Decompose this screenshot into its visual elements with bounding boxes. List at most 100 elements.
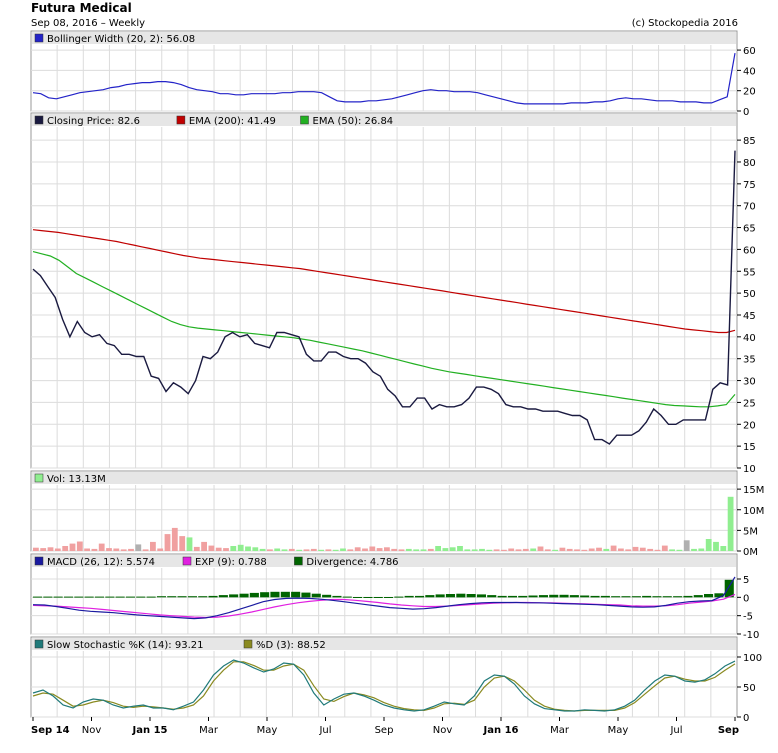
volume-bar xyxy=(179,536,186,551)
volume-bar xyxy=(245,546,251,551)
divergence-bar xyxy=(394,596,404,598)
divergence-bar xyxy=(425,595,435,598)
volume-bar xyxy=(705,539,712,551)
divergence-bar xyxy=(693,595,703,598)
volume-bar xyxy=(106,548,112,551)
volume-bar xyxy=(84,548,90,551)
y-tick-label: 85 xyxy=(743,136,756,147)
legend-swatch xyxy=(300,115,309,125)
y-tick-label: -10 xyxy=(743,630,759,641)
divergence-bar xyxy=(559,594,569,598)
volume-bar xyxy=(113,548,120,551)
volume-bar xyxy=(544,549,551,551)
y-tick-label: 40 xyxy=(743,66,756,77)
volume-bar xyxy=(698,548,705,551)
chart-subtitle: Sep 08, 2016 – Weekly xyxy=(31,18,145,29)
volume-bar xyxy=(493,549,500,551)
x-tick-label: Jul xyxy=(318,725,331,736)
volume-bar xyxy=(369,546,376,551)
x-tick-label: Nov xyxy=(433,725,453,736)
volume-bar xyxy=(325,549,332,551)
legend-swatch xyxy=(294,556,303,566)
volume-bar xyxy=(376,548,383,551)
x-tick-label: Mar xyxy=(199,725,219,736)
divergence-bar xyxy=(590,595,600,598)
volume-bar xyxy=(530,548,537,551)
volume-bar xyxy=(259,548,266,551)
divergence-bar xyxy=(642,595,652,598)
divergence-bar xyxy=(538,595,548,598)
x-tick-label: Jan 15 xyxy=(132,725,168,736)
ema50-line xyxy=(32,251,736,408)
divergence-bar xyxy=(611,596,621,598)
volume-bar xyxy=(581,549,588,551)
volume-bar xyxy=(588,548,595,551)
x-tick-label: Mar xyxy=(550,725,570,736)
volume-bar xyxy=(193,546,200,551)
legend-text: Vol: 13.13M xyxy=(47,474,106,485)
y-tick-label: 40 xyxy=(743,333,756,344)
divergence-bar xyxy=(115,596,125,598)
x-tick-label: Jan 16 xyxy=(483,725,519,736)
divergence-bar xyxy=(136,596,146,598)
divergence-bar xyxy=(53,596,63,598)
divergence-bar xyxy=(631,596,641,598)
volume-bar xyxy=(40,548,47,551)
divergence-bar xyxy=(662,596,672,598)
gridlines xyxy=(31,45,737,112)
y-tick-label: 15 xyxy=(743,442,756,453)
divergence-bar xyxy=(64,596,74,598)
divergence-bar xyxy=(167,596,177,598)
volume-bar xyxy=(501,549,507,551)
y-tick-label: 5M xyxy=(743,526,758,537)
divergence-bar xyxy=(683,595,693,598)
divergence-bar xyxy=(652,596,662,598)
volume-bar xyxy=(457,546,463,551)
volume-bar xyxy=(69,543,76,551)
y-tick-label: 50 xyxy=(743,683,756,694)
y-tick-label: 75 xyxy=(743,180,756,191)
divergence-bar xyxy=(301,592,311,598)
y-tick-label: 0 xyxy=(743,593,749,604)
x-tick-label: Jul xyxy=(669,725,682,736)
divergence-bar xyxy=(105,596,115,598)
volume-bar xyxy=(62,546,69,551)
volume-bar xyxy=(632,546,639,551)
volume-bar xyxy=(91,548,98,551)
y-tick-label: 0 xyxy=(743,107,749,118)
volume-bar xyxy=(669,549,675,551)
volume-bar xyxy=(683,540,690,551)
divergence-bar xyxy=(518,595,528,598)
volume-bar xyxy=(164,534,171,551)
legend-text: EXP (9): 0.788 xyxy=(195,557,267,568)
x-tick-label: May xyxy=(608,725,629,736)
volume-bar xyxy=(33,547,39,551)
volume-bar xyxy=(486,549,493,551)
divergence-bar xyxy=(84,596,94,598)
volume-bar xyxy=(354,547,361,551)
volume-bar xyxy=(150,541,156,551)
volume-bar xyxy=(274,548,281,551)
volume-bar xyxy=(237,544,244,551)
volume-bar xyxy=(340,548,346,551)
volume-panel: 0M 5M 10M 15M Vol: 13.13M xyxy=(30,470,764,558)
copyright-text: (c) Stockopedia 2016 xyxy=(632,18,738,29)
y-tick-label: 80 xyxy=(743,158,756,169)
legend-text: Bollinger Width (20, 2): 56.08 xyxy=(47,34,195,45)
divergence-bar xyxy=(332,595,342,598)
volume-bar xyxy=(76,541,83,551)
y-tick-label: 35 xyxy=(743,355,756,366)
y-tick-label: 50 xyxy=(743,289,756,300)
divergence-bar xyxy=(466,594,476,598)
divergence-bar xyxy=(704,594,714,598)
volume-bar xyxy=(186,537,193,551)
legend-bar xyxy=(32,555,736,567)
divergence-bar xyxy=(435,594,445,598)
divergence-bar xyxy=(43,596,53,598)
y-tick-label: 20 xyxy=(743,87,756,98)
panel-frame xyxy=(30,30,738,112)
y-tick-label: 20 xyxy=(743,420,756,431)
divergence-bar xyxy=(342,596,352,598)
y-tick-label: 5 xyxy=(743,575,749,586)
divergence-bar xyxy=(600,595,610,598)
